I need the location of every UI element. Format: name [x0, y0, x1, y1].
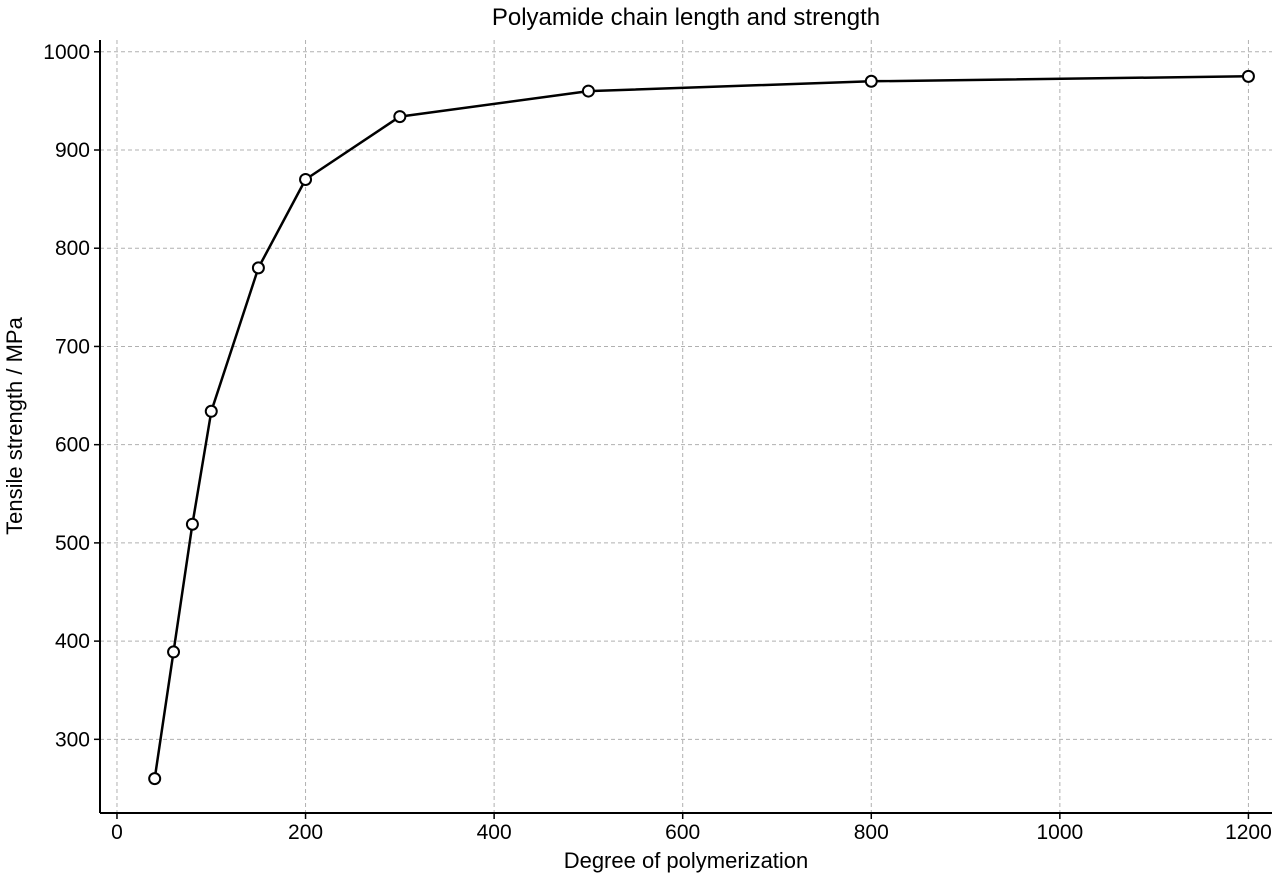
- x-tick-label: 600: [665, 821, 700, 844]
- x-tick-label: 0: [111, 821, 123, 844]
- chart-title: Polyamide chain length and strength: [492, 4, 880, 31]
- y-tick-label: 900: [55, 139, 90, 162]
- data-point: [393, 110, 407, 124]
- y-tick-label: 1000: [43, 41, 90, 64]
- data-point: [204, 404, 218, 418]
- x-tick-label: 800: [854, 821, 889, 844]
- x-tick-label: 400: [477, 821, 512, 844]
- y-tick-label: 400: [55, 630, 90, 653]
- data-point: [148, 772, 162, 786]
- data-point: [251, 261, 265, 275]
- x-axis-ticks: 0 200 400 600 800 1000 1200: [111, 813, 1272, 844]
- y-axis-ticks: 300 400 500 600 700 800 900 1000: [43, 41, 100, 751]
- series-group: [148, 69, 1255, 786]
- x-tick-label: 1200: [1225, 821, 1272, 844]
- series-line: [153, 75, 1249, 779]
- y-tick-label: 800: [55, 237, 90, 260]
- data-point: [299, 172, 313, 186]
- axes: [99, 40, 1272, 814]
- x-tick-label: 200: [288, 821, 323, 844]
- y-tick-label: 300: [55, 728, 90, 751]
- data-point: [581, 84, 595, 98]
- x-tick-label: 1000: [1036, 821, 1083, 844]
- y-tick-label: 700: [55, 335, 90, 358]
- data-point: [185, 517, 199, 531]
- y-tick-label: 500: [55, 532, 90, 555]
- y-tick-label: 600: [55, 434, 90, 457]
- grid: [100, 40, 1272, 813]
- data-point: [167, 645, 181, 659]
- x-axis-label: Degree of polymerization: [564, 848, 809, 873]
- data-point: [864, 74, 878, 88]
- y-axis-label: Tensile strength / MPa: [2, 316, 27, 534]
- data-point: [1241, 69, 1255, 83]
